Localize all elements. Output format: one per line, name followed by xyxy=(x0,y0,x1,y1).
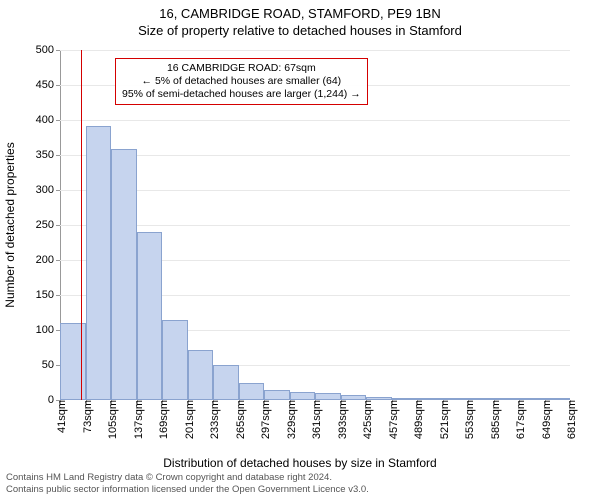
xtick-label: 617sqm xyxy=(511,400,527,439)
ytick-label: 450 xyxy=(36,79,60,91)
gridline xyxy=(60,190,570,191)
marker-line xyxy=(81,50,83,400)
xtick-label: 425sqm xyxy=(358,400,374,439)
gridline xyxy=(60,120,570,121)
xtick-label: 137sqm xyxy=(129,400,145,439)
ytick-label: 50 xyxy=(42,359,60,371)
ytick-label: 400 xyxy=(36,114,60,126)
xtick-label: 553sqm xyxy=(460,400,476,439)
ytick-label: 500 xyxy=(36,44,60,56)
histogram-bar xyxy=(290,392,316,400)
page-subtitle: Size of property relative to detached ho… xyxy=(0,23,600,40)
chart-area: 05010015020025030035040045050041sqm73sqm… xyxy=(60,50,570,400)
footer: Contains HM Land Registry data © Crown c… xyxy=(6,472,369,496)
histogram-bar xyxy=(519,398,545,400)
histogram-bar xyxy=(239,383,265,401)
histogram-bar xyxy=(494,398,520,400)
ytick-label: 100 xyxy=(36,324,60,336)
histogram-bar xyxy=(468,398,494,400)
histogram-bar xyxy=(188,350,214,400)
xtick-label: 169sqm xyxy=(154,400,170,439)
histogram-bar xyxy=(137,232,163,400)
xtick-label: 329sqm xyxy=(282,400,298,439)
ytick-label: 150 xyxy=(36,289,60,301)
ytick-label: 250 xyxy=(36,219,60,231)
callout-line: 95% of semi-detached houses are larger (… xyxy=(122,88,361,101)
y-axis-title: Number of detached properties xyxy=(3,142,17,307)
footer-line: Contains public sector information licen… xyxy=(6,484,369,496)
xtick-label: 361sqm xyxy=(307,400,323,439)
histogram-bar xyxy=(366,397,392,401)
xtick-label: 73sqm xyxy=(78,400,94,433)
histogram-bar xyxy=(417,398,443,400)
histogram-bar xyxy=(111,149,137,400)
xtick-label: 393sqm xyxy=(333,400,349,439)
xtick-label: 265sqm xyxy=(231,400,247,439)
histogram-bar xyxy=(443,398,469,400)
xtick-label: 457sqm xyxy=(384,400,400,439)
gridline xyxy=(60,155,570,156)
histogram-bar xyxy=(213,365,239,400)
xtick-label: 489sqm xyxy=(409,400,425,439)
footer-line: Contains HM Land Registry data © Crown c… xyxy=(6,472,369,484)
callout-box: 16 CAMBRIDGE ROAD: 67sqm← 5% of detached… xyxy=(115,58,368,105)
xtick-label: 521sqm xyxy=(435,400,451,439)
gridline xyxy=(60,225,570,226)
histogram-bar xyxy=(341,395,367,400)
histogram-bar xyxy=(86,126,112,400)
ytick-label: 300 xyxy=(36,184,60,196)
xtick-label: 233sqm xyxy=(205,400,221,439)
histogram-bar xyxy=(162,320,188,401)
histogram-bar xyxy=(315,393,341,400)
plot-region: 05010015020025030035040045050041sqm73sqm… xyxy=(60,50,570,400)
ytick-label: 200 xyxy=(36,254,60,266)
histogram-bar xyxy=(264,390,290,401)
xtick-label: 297sqm xyxy=(256,400,272,439)
ytick-label: 350 xyxy=(36,149,60,161)
xtick-label: 105sqm xyxy=(103,400,119,439)
x-axis-title: Distribution of detached houses by size … xyxy=(0,456,600,470)
callout-line: 16 CAMBRIDGE ROAD: 67sqm xyxy=(122,62,361,75)
xtick-label: 681sqm xyxy=(562,400,578,439)
page-title: 16, CAMBRIDGE ROAD, STAMFORD, PE9 1BN xyxy=(0,0,600,23)
xtick-label: 41sqm xyxy=(52,400,68,433)
callout-line: ← 5% of detached houses are smaller (64) xyxy=(122,75,361,88)
xtick-label: 201sqm xyxy=(180,400,196,439)
gridline xyxy=(60,50,570,51)
histogram-bar xyxy=(392,398,418,400)
xtick-label: 585sqm xyxy=(486,400,502,439)
histogram-bar xyxy=(545,398,571,400)
xtick-label: 649sqm xyxy=(537,400,553,439)
